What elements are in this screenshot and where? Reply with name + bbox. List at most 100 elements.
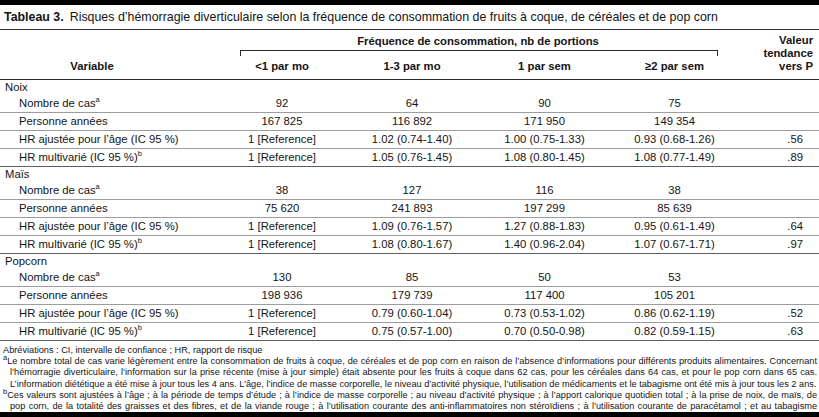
- abbreviations-note: Abréviations : CI, intervalle de confian…: [3, 345, 817, 356]
- table-header: Fréquence de consommation, nb de portion…: [0, 30, 819, 80]
- cell-value: 75 620: [218, 200, 346, 218]
- cell-value: 0.93 (0.68-1.26): [611, 131, 738, 149]
- cell-value: 0.79 (0.60-1.04): [346, 305, 478, 323]
- cell-value: 85: [346, 269, 478, 287]
- row-label: HR ajustée pour l’âge (IC 95 %): [0, 305, 218, 323]
- cell-p-value: [738, 113, 819, 131]
- cell-value: 92: [218, 95, 346, 113]
- table-row: Nombre de casa3812711638: [0, 182, 819, 200]
- row-label: Nombre de casa: [0, 95, 218, 113]
- risk-table: Fréquence de consommation, nb de portion…: [0, 30, 819, 341]
- footnotes: Abréviations : CI, intervalle de confian…: [0, 341, 819, 417]
- cell-p-value: .56: [738, 131, 819, 149]
- cell-value: 105 201: [611, 287, 738, 305]
- cell-value: 1.09 (0.76-1.57): [346, 218, 478, 236]
- row-label: HR multivarié (IC 95 %)b: [0, 149, 218, 167]
- cell-value: 130: [218, 269, 346, 287]
- span-header-row: Fréquence de consommation, nb de portion…: [0, 30, 819, 56]
- row-label: Nombre de casa: [0, 269, 218, 287]
- cell-value: 1.08 (0.80-1.67): [346, 236, 478, 254]
- cell-value: 167 825: [218, 113, 346, 131]
- row-label: Nombre de casa: [0, 182, 218, 200]
- row-label: Personne années: [0, 200, 218, 218]
- row-label: Personne années: [0, 287, 218, 305]
- table-title-text: Risques d’hémorragie diverticulaire selo…: [70, 10, 718, 24]
- footnote-a-text: Le nombre total de cas varie légèrement …: [7, 356, 817, 388]
- cell-value: 198 936: [218, 287, 346, 305]
- section-name: Popcorn: [0, 254, 819, 270]
- section-header-row: Maïs: [0, 167, 819, 183]
- cell-value: 0.82 (0.59-1.15): [611, 323, 738, 341]
- table-row: HR ajustée pour l’âge (IC 95 %)1 [Refere…: [0, 218, 819, 236]
- section-header-row: Noix: [0, 80, 819, 96]
- cell-p-value: .89: [738, 149, 819, 167]
- column-header-row: Variable <1 par mo 1-3 par mo 1 par sem …: [0, 56, 819, 80]
- cell-p-value: [738, 95, 819, 113]
- cell-value: 85 639: [611, 200, 738, 218]
- table-number: Tableau 3.: [4, 10, 64, 24]
- p-value-col-header: Valeur tendance vers P: [738, 30, 819, 80]
- p-header-line3: vers P: [738, 60, 813, 73]
- row-label: HR ajustée pour l’âge (IC 95 %): [0, 218, 218, 236]
- cell-value: 90: [478, 95, 611, 113]
- frequency-col-header: 1-3 par mo: [346, 56, 478, 80]
- table-row: Personne années198 936179 739117 400105 …: [0, 287, 819, 305]
- cell-value: 38: [611, 182, 738, 200]
- cell-value: 1.05 (0.76-1.45): [346, 149, 478, 167]
- cell-value: 0.95 (0.61-1.49): [611, 218, 738, 236]
- cell-value: 241 893: [346, 200, 478, 218]
- row-label: HR ajustée pour l’âge (IC 95 %): [0, 131, 218, 149]
- section-name: Noix: [0, 80, 819, 96]
- footnote-a: aLe nombre total de cas varie légèrement…: [3, 356, 817, 390]
- cell-p-value: [738, 182, 819, 200]
- cell-value: 1 [Reference]: [218, 236, 346, 254]
- cell-value: 1 [Reference]: [218, 305, 346, 323]
- cell-p-value: .52: [738, 305, 819, 323]
- cell-p-value: .97: [738, 236, 819, 254]
- cell-p-value: [738, 269, 819, 287]
- row-label: Personne années: [0, 113, 218, 131]
- cell-value: 0.73 (0.53-1.02): [478, 305, 611, 323]
- section-name: Maïs: [0, 167, 819, 183]
- cell-value: 1.00 (0.75-1.33): [478, 131, 611, 149]
- cell-value: 116 892: [346, 113, 478, 131]
- p-header-line2: tendance: [738, 47, 813, 60]
- cell-value: 117 400: [478, 287, 611, 305]
- cell-value: 1.07 (0.67-1.71): [611, 236, 738, 254]
- table-title: Tableau 3. Risques d’hémorragie diverticu…: [0, 5, 819, 30]
- cell-p-value: [738, 200, 819, 218]
- cell-value: 1.40 (0.96-2.04): [478, 236, 611, 254]
- table-body: NoixNombre de casa92649075Personne année…: [0, 80, 819, 341]
- frequency-col-header: ≥2 par sem: [611, 56, 738, 80]
- cell-value: 53: [611, 269, 738, 287]
- cell-value: 0.70 (0.50-0.98): [478, 323, 611, 341]
- cell-value: 75: [611, 95, 738, 113]
- variable-col-header: Variable: [0, 56, 218, 80]
- cell-value: 127: [346, 182, 478, 200]
- cell-p-value: .64: [738, 218, 819, 236]
- frequency-col-header: 1 par sem: [478, 56, 611, 80]
- cell-value: 149 354: [611, 113, 738, 131]
- cell-value: 197 299: [478, 200, 611, 218]
- bottom-rule: [0, 412, 819, 417]
- table-row: HR multivarié (IC 95 %)b1 [Reference]1.0…: [0, 149, 819, 167]
- cell-value: 1 [Reference]: [218, 149, 346, 167]
- table-row: HR multivarié (IC 95 %)b1 [Reference]0.7…: [0, 323, 819, 341]
- cell-value: 179 739: [346, 287, 478, 305]
- cell-value: 116: [478, 182, 611, 200]
- table-row: HR ajustée pour l’âge (IC 95 %)1 [Refere…: [0, 131, 819, 149]
- frequency-col-header: <1 par mo: [218, 56, 346, 80]
- table-row: Nombre de casa92649075: [0, 95, 819, 113]
- table-row: HR ajustée pour l’âge (IC 95 %)1 [Refere…: [0, 305, 819, 323]
- corner-cell: [0, 30, 218, 56]
- cell-value: 1.08 (0.77-1.49): [611, 149, 738, 167]
- cell-value: 1 [Reference]: [218, 323, 346, 341]
- row-label: HR multivarié (IC 95 %)b: [0, 323, 218, 341]
- table-row: Personne années167 825116 892171 950149 …: [0, 113, 819, 131]
- cell-value: 1.27 (0.88-1.83): [478, 218, 611, 236]
- table-row: Nombre de casa130855053: [0, 269, 819, 287]
- cell-value: 38: [218, 182, 346, 200]
- cell-value: 1.08 (0.80-1.45): [478, 149, 611, 167]
- cell-value: 0.75 (0.57-1.00): [346, 323, 478, 341]
- cell-p-value: [738, 287, 819, 305]
